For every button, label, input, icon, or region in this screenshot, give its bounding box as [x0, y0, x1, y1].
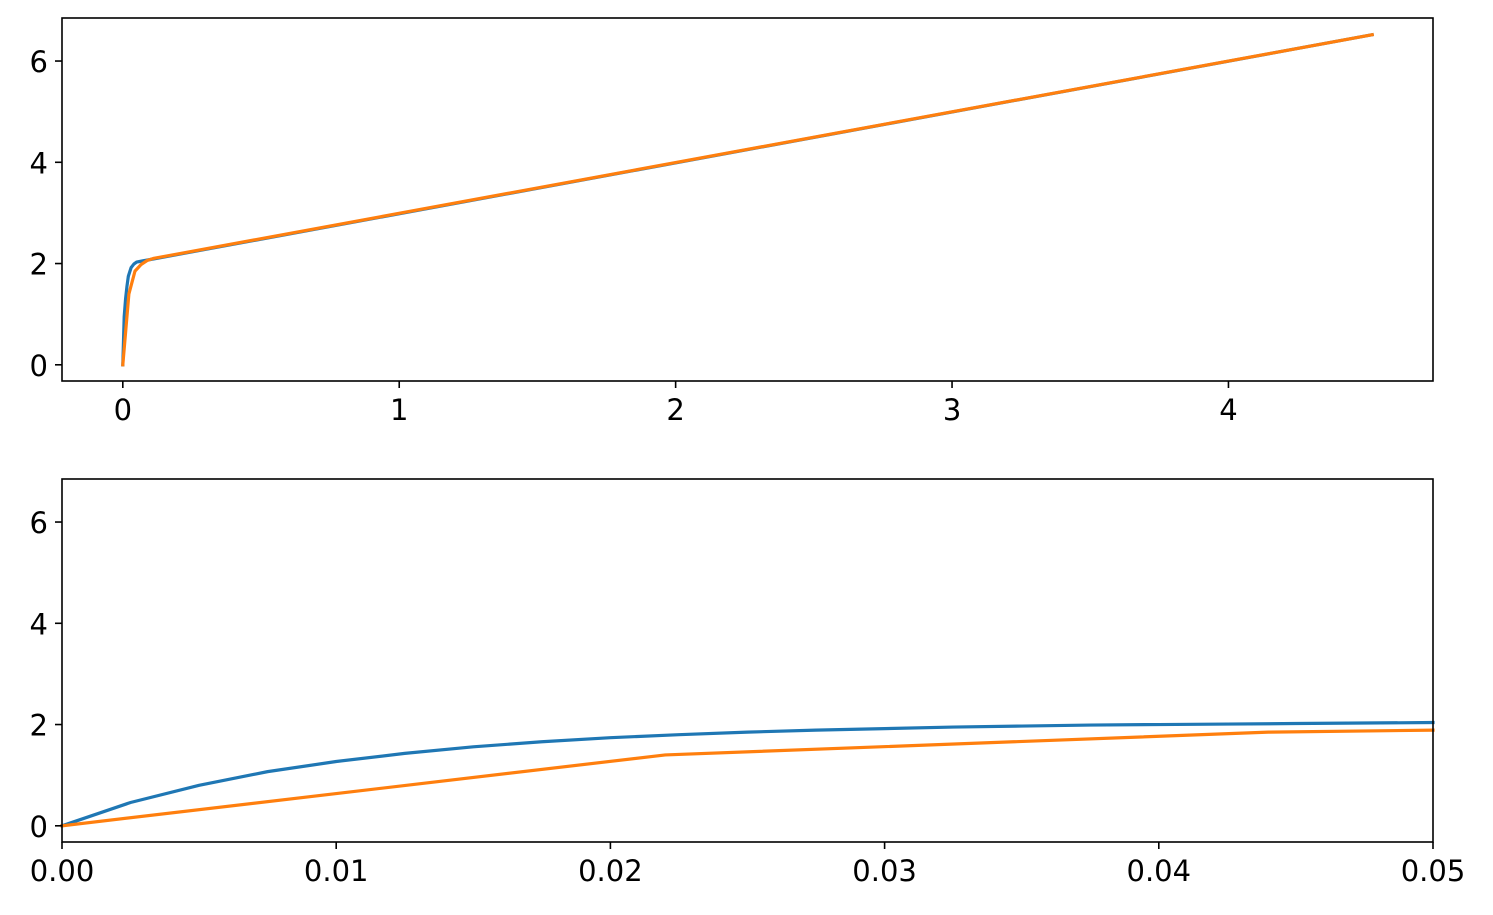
bottom-x-tick-label: 0.02 [578, 854, 643, 888]
bottom-x-tick-label: 0.01 [304, 854, 369, 888]
bottom-x-tick-label: 0.05 [1401, 854, 1466, 888]
bottom-x-tick-label: 0.00 [30, 854, 95, 888]
top-y-tick-label: 4 [30, 146, 48, 180]
top-x-tick-label: 1 [390, 393, 408, 427]
top-axes-frame [61, 17, 1434, 382]
bottom-y-tick-label: 6 [30, 506, 48, 540]
bottom-y-tick-label: 4 [30, 607, 48, 641]
top-y-tick-label: 0 [30, 349, 48, 383]
top-series-line-2 [121, 32, 1375, 367]
bottom-axis-ticks: 0.00 0.01 0.02 0.03 0.04 0.05 0 2 4 6 [30, 506, 1466, 888]
top-subplot: 0 1 2 3 4 0 2 4 6 [30, 17, 1434, 427]
top-axis-ticks: 0 1 2 3 4 0 2 4 6 [30, 45, 1238, 427]
top-y-tick-label: 6 [30, 45, 48, 79]
bottom-series-line-1 [59, 720, 1435, 828]
top-y-tick-label: 2 [30, 248, 48, 282]
bottom-y-tick-label: 0 [30, 810, 48, 844]
top-x-tick-label: 4 [1219, 393, 1237, 427]
bottom-y-tick-label: 2 [30, 709, 48, 743]
bottom-x-tick-label: 0.03 [852, 854, 917, 888]
bottom-axes-frame [61, 478, 1434, 843]
bottom-plot-area [62, 479, 1433, 842]
bottom-x-tick-label: 0.04 [1127, 854, 1192, 888]
bottom-series-lines [59, 720, 1435, 828]
top-plot-area [62, 18, 1433, 381]
top-x-tick-label: 0 [114, 393, 132, 427]
top-x-tick-label: 3 [943, 393, 961, 427]
bottom-subplot: 0.00 0.01 0.02 0.03 0.04 0.05 0 2 4 6 [30, 478, 1466, 888]
top-x-tick-label: 2 [666, 393, 684, 427]
top-series-lines [121, 32, 1375, 367]
bottom-series-line-2 [60, 728, 1435, 828]
